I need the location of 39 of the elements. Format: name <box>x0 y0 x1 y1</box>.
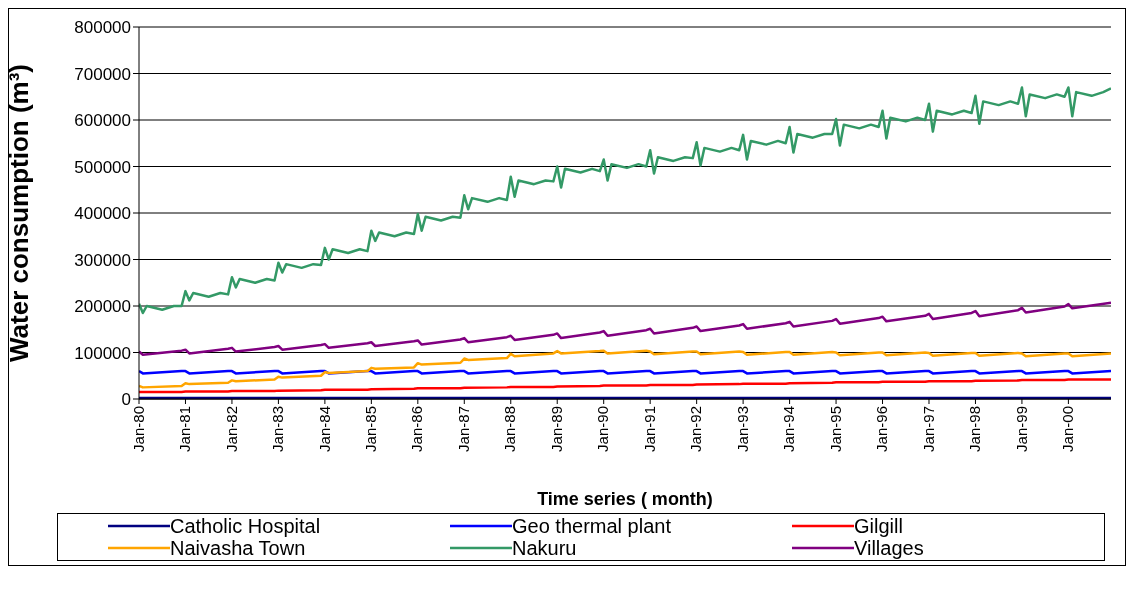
x-tick-label: Jan-82 <box>222 406 240 452</box>
y-tick-label: 300000 <box>74 250 131 270</box>
line-series <box>139 378 1111 394</box>
x-tick-label: Jan-00 <box>1059 406 1077 452</box>
legend-label: Villages <box>854 537 924 559</box>
legend-label: Catholic Hospital <box>170 515 321 537</box>
legend-label: Gilgill <box>854 515 903 537</box>
y-tick-label: 100000 <box>74 343 131 363</box>
x-tick-label: Jan-81 <box>176 406 194 452</box>
x-tick-label: Jan-88 <box>501 406 519 452</box>
y-tick-label: 800000 <box>74 18 131 38</box>
y-tick-label: 200000 <box>74 297 131 317</box>
x-tick-label: Jan-91 <box>640 406 658 452</box>
x-tick-label: Jan-93 <box>733 406 751 452</box>
x-tick-label: Jan-98 <box>966 406 984 452</box>
y-axis-title: Water consumption (m³) <box>4 63 35 363</box>
x-tick-label: Jan-96 <box>873 406 891 452</box>
y-tick-label: 600000 <box>74 111 131 131</box>
x-tick-label: Jan-80 <box>129 406 147 452</box>
x-tick-label: Jan-90 <box>594 406 612 452</box>
x-tick-label: Jan-83 <box>269 406 287 452</box>
y-tick-label: 500000 <box>74 157 131 177</box>
x-tick-label: Jan-85 <box>362 406 379 452</box>
x-tick-label: Jan-95 <box>826 406 844 452</box>
x-tick-label: Jan-99 <box>1012 406 1030 452</box>
y-tick-label: 700000 <box>74 64 131 84</box>
legend-label: Naivasha Town <box>170 537 306 559</box>
x-tick-label: Jan-94 <box>780 406 798 452</box>
legend-label: Nakuru <box>512 537 577 559</box>
x-tick-label: Jan-89 <box>547 406 565 452</box>
x-tick-label: Jan-86 <box>408 406 426 452</box>
x-tick-label: Jan-97 <box>919 406 937 452</box>
x-axis-title: Time series ( month) <box>537 489 713 509</box>
y-tick-label: 0 <box>121 390 131 410</box>
x-tick-label: Jan-87 <box>454 406 472 452</box>
y-tick-label: 400000 <box>74 204 131 224</box>
x-tick-label: Jan-84 <box>315 406 333 452</box>
legend-label: Geo thermal plant <box>512 515 671 537</box>
x-tick-label: Jan-92 <box>687 406 705 452</box>
